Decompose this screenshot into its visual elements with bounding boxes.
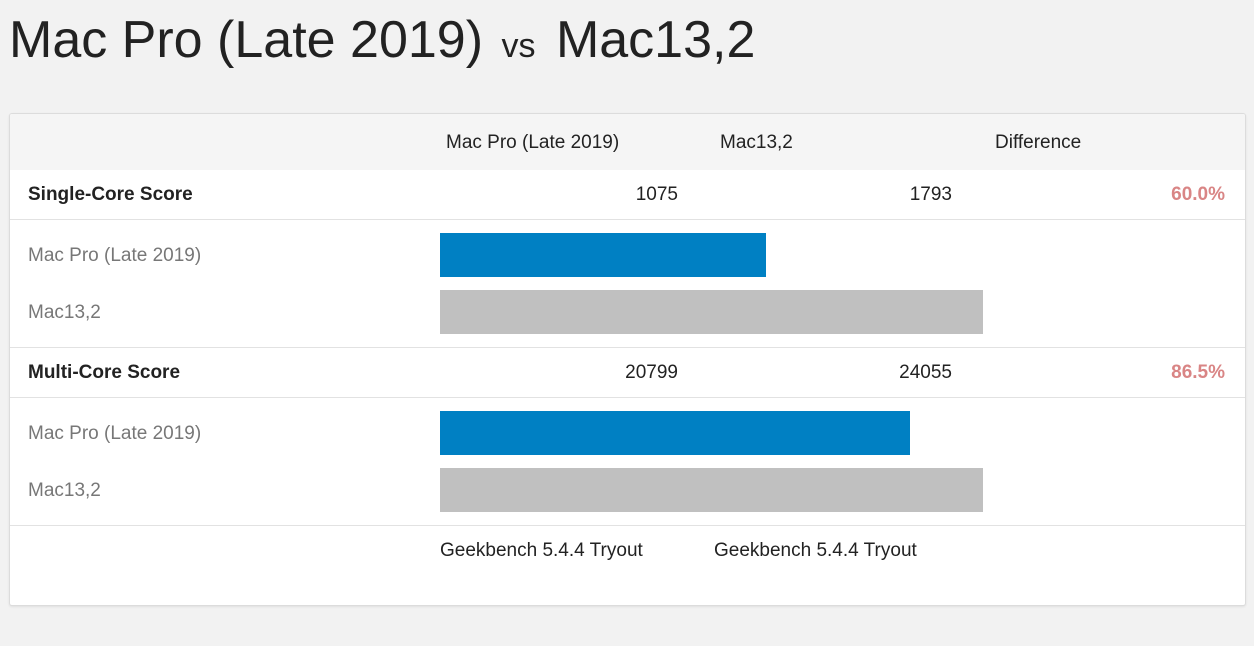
multi-core-bar-label-2: Mac13,2 [28, 480, 101, 501]
table-header-row [10, 114, 1245, 170]
row-divider [10, 525, 1245, 526]
header-difference: Difference [995, 132, 1082, 153]
row-divider [10, 219, 1245, 220]
row-divider [10, 347, 1245, 348]
single-core-bar-label-1: Mac Pro (Late 2019) [28, 245, 202, 266]
multi-core-value-2: 24055 [899, 362, 952, 383]
multi-core-value-1: 20799 [625, 362, 678, 383]
header-device-2: Mac13,2 [720, 132, 793, 153]
single-core-value-2: 1793 [909, 184, 952, 205]
multi-core-bar-1 [440, 411, 910, 455]
footer-version-2[interactable]: Geekbench 5.4.4 Tryout [714, 540, 917, 561]
single-core-bar-1 [440, 233, 766, 277]
single-core-value-1: 1075 [635, 184, 678, 205]
header-device-1: Mac Pro (Late 2019) [446, 132, 620, 153]
page-title-device-2[interactable]: Mac13,2 [555, 11, 756, 69]
multi-core-title: Multi-Core Score [28, 362, 181, 383]
multi-core-bar-2 [440, 468, 983, 512]
page-title-device-1[interactable]: Mac Pro (Late 2019) [9, 11, 484, 69]
single-core-difference: 60.0% [1171, 184, 1225, 205]
footer-version-1[interactable]: Geekbench 5.4.4 Tryout [440, 540, 643, 561]
multi-core-difference: 86.5% [1171, 362, 1225, 383]
page-title: Mac Pro (Late 2019) vs Mac13,2 [9, 8, 755, 78]
multi-core-bar-label-1: Mac Pro (Late 2019) [28, 423, 202, 444]
single-core-bar-2 [440, 290, 983, 334]
comparison-table: Mac Pro (Late 2019) Mac13,2 Difference S… [9, 113, 1246, 606]
row-divider [10, 397, 1245, 398]
single-core-bar-label-2: Mac13,2 [28, 302, 101, 323]
single-core-title: Single-Core Score [28, 184, 193, 205]
page-title-vs: vs [501, 27, 536, 65]
